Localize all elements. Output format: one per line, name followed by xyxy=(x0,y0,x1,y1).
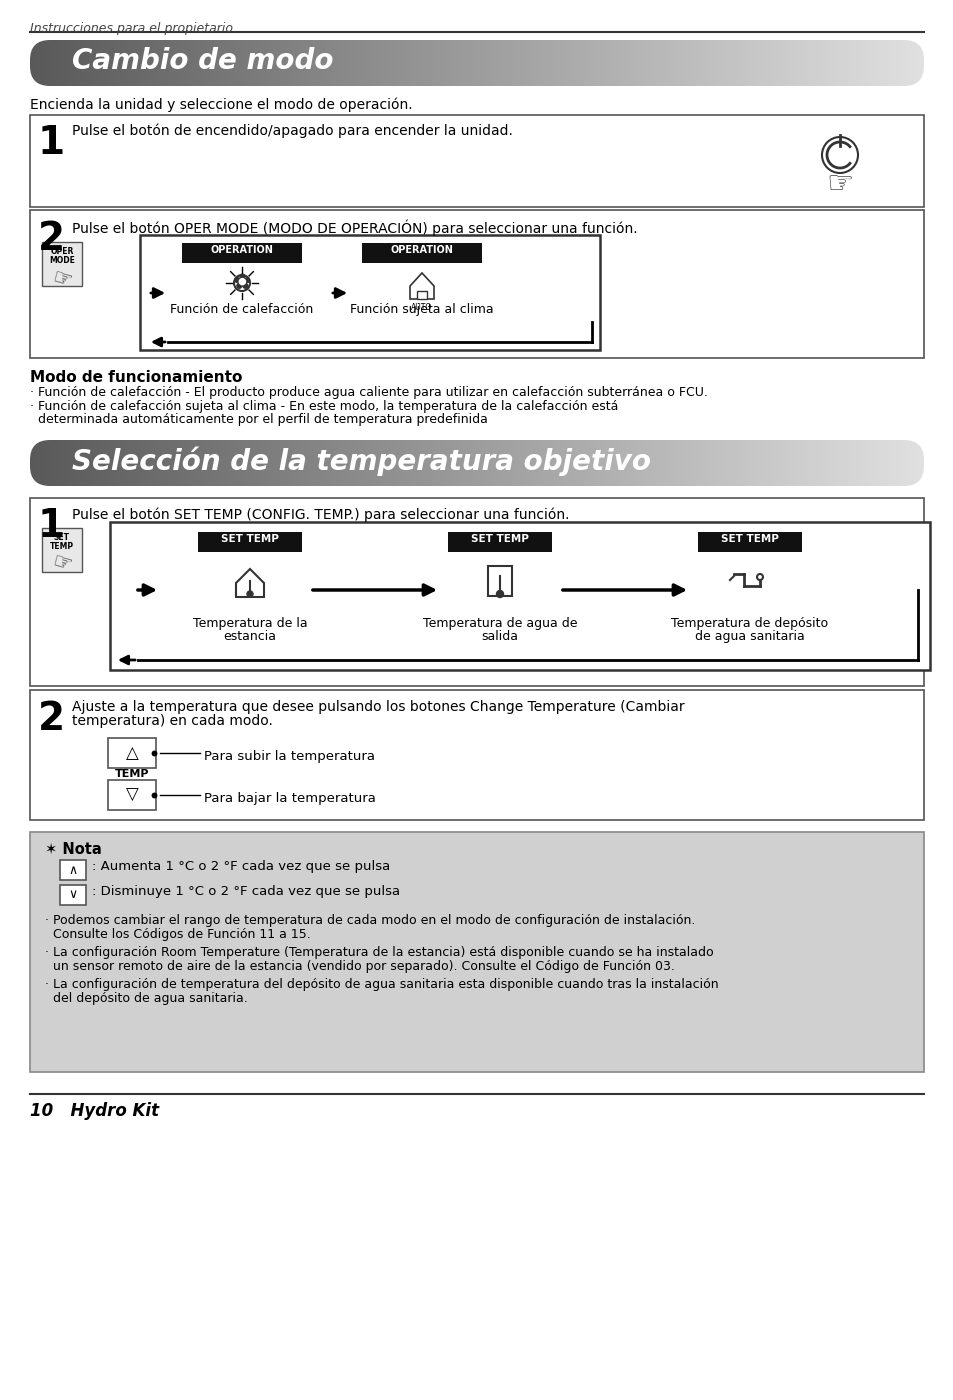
Bar xyxy=(140,235,599,350)
Text: OPERATION: OPERATION xyxy=(211,245,274,255)
Text: AUTO: AUTO xyxy=(411,302,432,312)
Bar xyxy=(42,528,82,573)
Text: Consulte los Códigos de Función 11 a 15.: Consulte los Códigos de Función 11 a 15. xyxy=(45,928,311,941)
Bar xyxy=(182,244,302,263)
Bar xyxy=(108,738,156,769)
Text: · La configuración de temperatura del depósito de agua sanitaria esta disponible: · La configuración de temperatura del de… xyxy=(45,979,718,991)
Text: 10   Hydro Kit: 10 Hydro Kit xyxy=(30,1102,159,1120)
Text: determinada automáticamente por el perfil de temperatura predefinida: determinada automáticamente por el perfi… xyxy=(30,413,487,426)
Text: · La configuración Room Temperature (Temperatura de la estancia) está disponible: · La configuración Room Temperature (Tem… xyxy=(45,946,713,959)
Bar xyxy=(108,780,156,811)
Text: ∧: ∧ xyxy=(69,864,77,876)
Bar xyxy=(30,832,923,1072)
Text: : Aumenta 1 °C o 2 °F cada vez que se pulsa: : Aumenta 1 °C o 2 °F cada vez que se pu… xyxy=(91,860,390,874)
Text: Función de calefacción: Función de calefacción xyxy=(171,302,314,316)
Bar xyxy=(361,244,481,263)
Text: ✿: ✿ xyxy=(233,273,251,293)
Polygon shape xyxy=(410,273,434,300)
Bar xyxy=(198,532,302,552)
Text: TEMP: TEMP xyxy=(50,542,74,552)
Bar xyxy=(110,522,929,671)
Text: OPER: OPER xyxy=(51,246,73,256)
Circle shape xyxy=(757,574,762,580)
Circle shape xyxy=(821,137,857,174)
Text: un sensor remoto de aire de la estancia (vendido por separado). Consulte el Códi: un sensor remoto de aire de la estancia … xyxy=(45,960,674,973)
Text: temperatura) en cada modo.: temperatura) en cada modo. xyxy=(71,714,273,728)
Text: Modo de funcionamiento: Modo de funcionamiento xyxy=(30,370,242,385)
Bar xyxy=(30,210,923,358)
Text: ✶ Nota: ✶ Nota xyxy=(45,841,102,857)
Text: salida: salida xyxy=(481,630,518,643)
Text: Instrucciones para el propietario: Instrucciones para el propietario xyxy=(30,22,233,35)
Bar xyxy=(30,498,923,686)
Bar xyxy=(60,860,86,881)
Text: 2: 2 xyxy=(38,700,65,738)
Bar xyxy=(416,291,427,300)
Circle shape xyxy=(233,274,250,291)
Bar xyxy=(42,242,82,286)
Text: SET TEMP: SET TEMP xyxy=(720,533,778,545)
Circle shape xyxy=(496,591,503,598)
Text: estancia: estancia xyxy=(223,630,276,643)
Text: MODE: MODE xyxy=(49,256,75,265)
Text: Temperatura de agua de: Temperatura de agua de xyxy=(422,617,577,630)
Circle shape xyxy=(247,591,253,596)
Bar xyxy=(488,566,512,596)
Text: de agua sanitaria: de agua sanitaria xyxy=(695,630,804,643)
Text: 1: 1 xyxy=(38,125,65,162)
Text: OPERATION: OPERATION xyxy=(390,245,453,255)
Bar xyxy=(30,115,923,207)
Text: · Función de calefacción - El producto produce agua caliente para utilizar en ca: · Función de calefacción - El producto p… xyxy=(30,386,707,399)
Text: Selección de la temperatura objetivo: Selección de la temperatura objetivo xyxy=(71,447,650,476)
Text: del depósito de agua sanitaria.: del depósito de agua sanitaria. xyxy=(45,993,248,1005)
Text: Encienda la unidad y seleccione el modo de operación.: Encienda la unidad y seleccione el modo … xyxy=(30,98,413,112)
Text: Temperatura de depósito: Temperatura de depósito xyxy=(671,617,828,630)
Bar xyxy=(698,532,801,552)
Text: TEMP: TEMP xyxy=(114,769,149,778)
Text: Función sujeta al clima: Función sujeta al clima xyxy=(350,302,494,316)
Bar xyxy=(448,532,552,552)
Text: ▽: ▽ xyxy=(126,785,138,804)
Text: Pulse el botón de encendido/apagado para encender la unidad.: Pulse el botón de encendido/apagado para… xyxy=(71,125,513,139)
Text: · Función de calefacción sujeta al clima - En este modo, la temperatura de la ca: · Función de calefacción sujeta al clima… xyxy=(30,400,618,413)
Bar xyxy=(28,438,925,489)
Text: 1: 1 xyxy=(38,507,65,545)
Text: ☞: ☞ xyxy=(50,267,74,293)
Text: ☞: ☞ xyxy=(50,552,74,577)
Text: ☞: ☞ xyxy=(825,171,853,199)
Text: △: △ xyxy=(126,743,138,762)
Text: Pulse el botón SET TEMP (CONFIG. TEMP.) para seleccionar una función.: Pulse el botón SET TEMP (CONFIG. TEMP.) … xyxy=(71,507,569,522)
Text: Temperatura de la: Temperatura de la xyxy=(193,617,307,630)
Polygon shape xyxy=(235,568,264,596)
Text: Para bajar la temperatura: Para bajar la temperatura xyxy=(204,792,375,805)
Text: 2: 2 xyxy=(38,220,65,258)
Text: : Disminuye 1 °C o 2 °F cada vez que se pulsa: : Disminuye 1 °C o 2 °F cada vez que se … xyxy=(91,885,399,897)
Text: · Podemos cambiar el rango de temperatura de cada modo en el modo de configuraci: · Podemos cambiar el rango de temperatur… xyxy=(45,914,695,927)
Bar xyxy=(28,38,925,88)
Text: ∨: ∨ xyxy=(69,889,77,902)
Text: Para subir la temperatura: Para subir la temperatura xyxy=(204,750,375,763)
Text: Cambio de modo: Cambio de modo xyxy=(71,48,334,76)
Text: SET TEMP: SET TEMP xyxy=(221,533,278,545)
Bar xyxy=(60,885,86,904)
Text: SET: SET xyxy=(54,533,70,542)
Text: Ajuste a la temperatura que desee pulsando los botones Change Temperature (Cambi: Ajuste a la temperatura que desee pulsan… xyxy=(71,700,684,714)
Text: Pulse el botón OPER MODE (MODO DE OPERACIÓN) para seleccionar una función.: Pulse el botón OPER MODE (MODO DE OPERAC… xyxy=(71,220,637,237)
Bar xyxy=(30,690,923,820)
Text: SET TEMP: SET TEMP xyxy=(471,533,528,545)
